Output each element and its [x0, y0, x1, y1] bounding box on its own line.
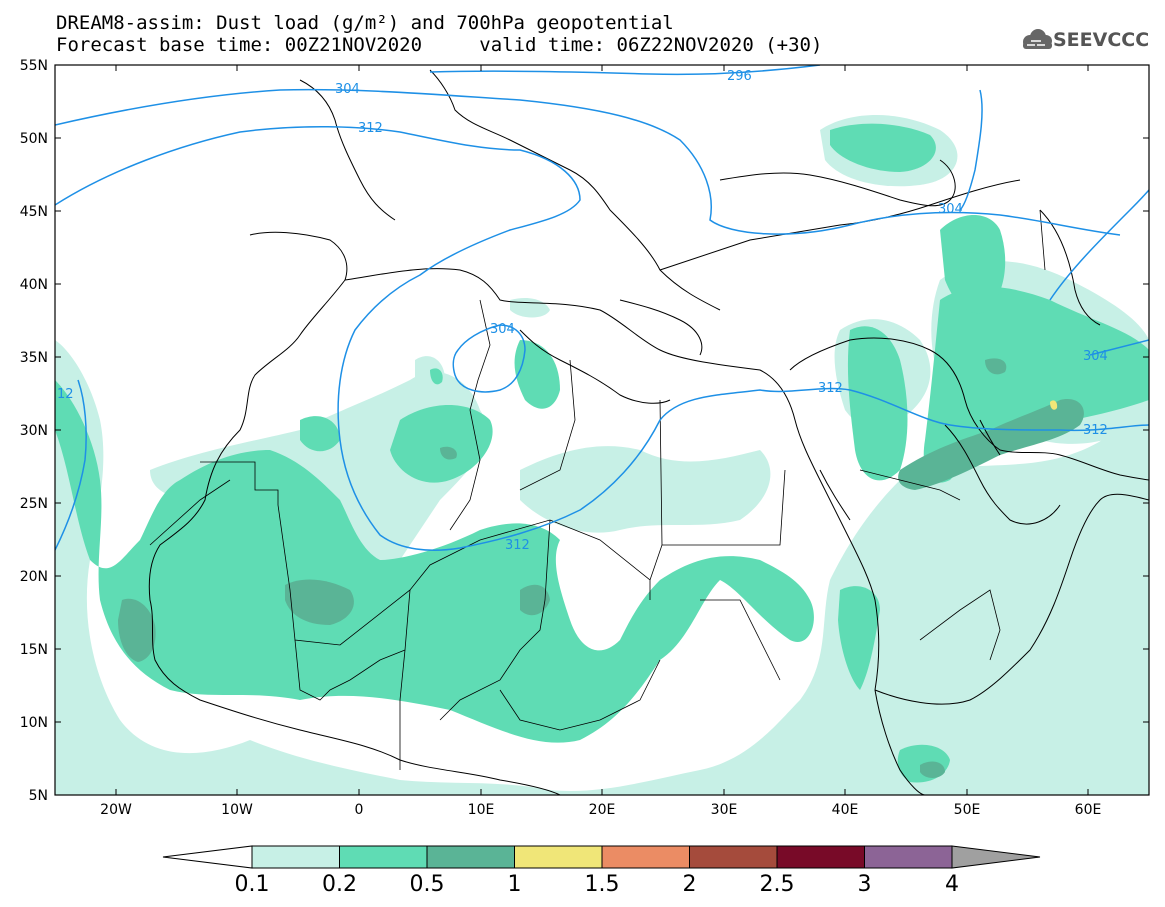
lon-label-20w: 20W: [100, 802, 132, 818]
contour-label-312-sahara: 312: [505, 538, 530, 553]
contour-label-12-west: 12: [57, 387, 74, 402]
colorbar-under-triangle: [162, 845, 253, 869]
contour-label-304-tunisia: 304: [490, 322, 515, 337]
colorbar-tick-label: 1.5: [584, 872, 620, 897]
longitude-labels: 20W 10W 0 10E 20E 30E 40E 50E 60E: [100, 802, 1101, 818]
valid-time: valid time: 06Z22NOV2020 (+30): [479, 34, 823, 56]
coastlines: [148, 69, 1149, 795]
logo-text: SEEVCCC: [1053, 29, 1150, 51]
title-line-1: DREAM8-assim: Dust load (g/m²) and 700hP…: [56, 12, 674, 34]
contour-label-296: 296: [727, 69, 752, 84]
colorbar-segment: [339, 845, 428, 869]
colorbar-segment: [601, 845, 690, 869]
colorbar: [162, 845, 1041, 869]
axis-ticks: [55, 64, 1149, 796]
lat-label-55n: 55N: [20, 58, 48, 74]
lat-label-25n: 25N: [20, 496, 48, 512]
colorbar-tick-label: 0.1: [234, 872, 270, 897]
lat-label-45n: 45N: [20, 204, 48, 220]
colorbar-tick-label: 3: [857, 872, 872, 897]
lat-label-50n: 50N: [20, 131, 48, 147]
colorbar-tick-label: 0.2: [322, 872, 357, 897]
lon-label-30e: 30E: [711, 802, 738, 818]
contour-label-304-iran: 304: [1083, 349, 1108, 364]
cloud-logo-icon: [1023, 29, 1052, 49]
dust-level-0-5: [118, 358, 1084, 778]
colorbar-segment: [689, 845, 778, 869]
colorbar-tick-label: 1: [507, 872, 522, 897]
lat-label-30n: 30N: [20, 423, 48, 439]
colorbar-segment: [776, 845, 865, 869]
contour-label-312-north: 312: [358, 121, 383, 136]
lat-label-5n: 5N: [29, 788, 48, 804]
contour-label-312-iran: 312: [1083, 423, 1108, 438]
colorbar-tick-label: 2: [682, 872, 697, 897]
colorbar-segments: [251, 845, 953, 869]
dust-level-1: [1050, 400, 1058, 410]
lat-label-20n: 20N: [20, 569, 48, 585]
lat-label-35n: 35N: [20, 350, 48, 366]
colorbar-segment: [251, 845, 340, 869]
lon-label-10w: 10W: [221, 802, 253, 818]
contour-labels: 304 312 296 304 312 304 312 12 304 312: [57, 69, 1108, 553]
colorbar-tick-label: 4: [945, 872, 959, 897]
colorbar-over-triangle: [951, 845, 1041, 869]
lon-label-10e: 10E: [468, 802, 495, 818]
colorbar-tick-label: 2.5: [759, 872, 795, 897]
lon-label-50e: 50E: [954, 802, 981, 818]
lat-label-40n: 40N: [20, 277, 48, 293]
colorbar-tick-label: 0.5: [409, 872, 445, 897]
forecast-base-time: Forecast base time: 00Z21NOV2020: [56, 34, 423, 56]
geopotential-contours: [55, 65, 1149, 551]
country-borders: [149, 209, 1046, 770]
lon-label-60e: 60E: [1075, 802, 1102, 818]
contour-label-312-mid: 312: [818, 381, 843, 396]
contour-label-304-east: 304: [938, 202, 963, 217]
lat-label-10n: 10N: [20, 715, 48, 731]
lon-label-20e: 20E: [589, 802, 616, 818]
contour-label-304-north: 304: [335, 82, 360, 97]
latitude-labels: 55N 50N 45N 40N 35N 30N 25N 20N 15N 10N …: [20, 58, 48, 804]
colorbar-segment: [514, 845, 603, 869]
map-title: DREAM8-assim: Dust load (g/m²) and 700hP…: [56, 12, 822, 56]
lon-label-40e: 40E: [832, 802, 859, 818]
dust-fields: [55, 115, 1149, 795]
lon-label-0: 0: [355, 802, 364, 818]
colorbar-segment: [864, 845, 953, 869]
colorbar-segment: [426, 845, 515, 869]
lat-label-15n: 15N: [20, 642, 48, 658]
